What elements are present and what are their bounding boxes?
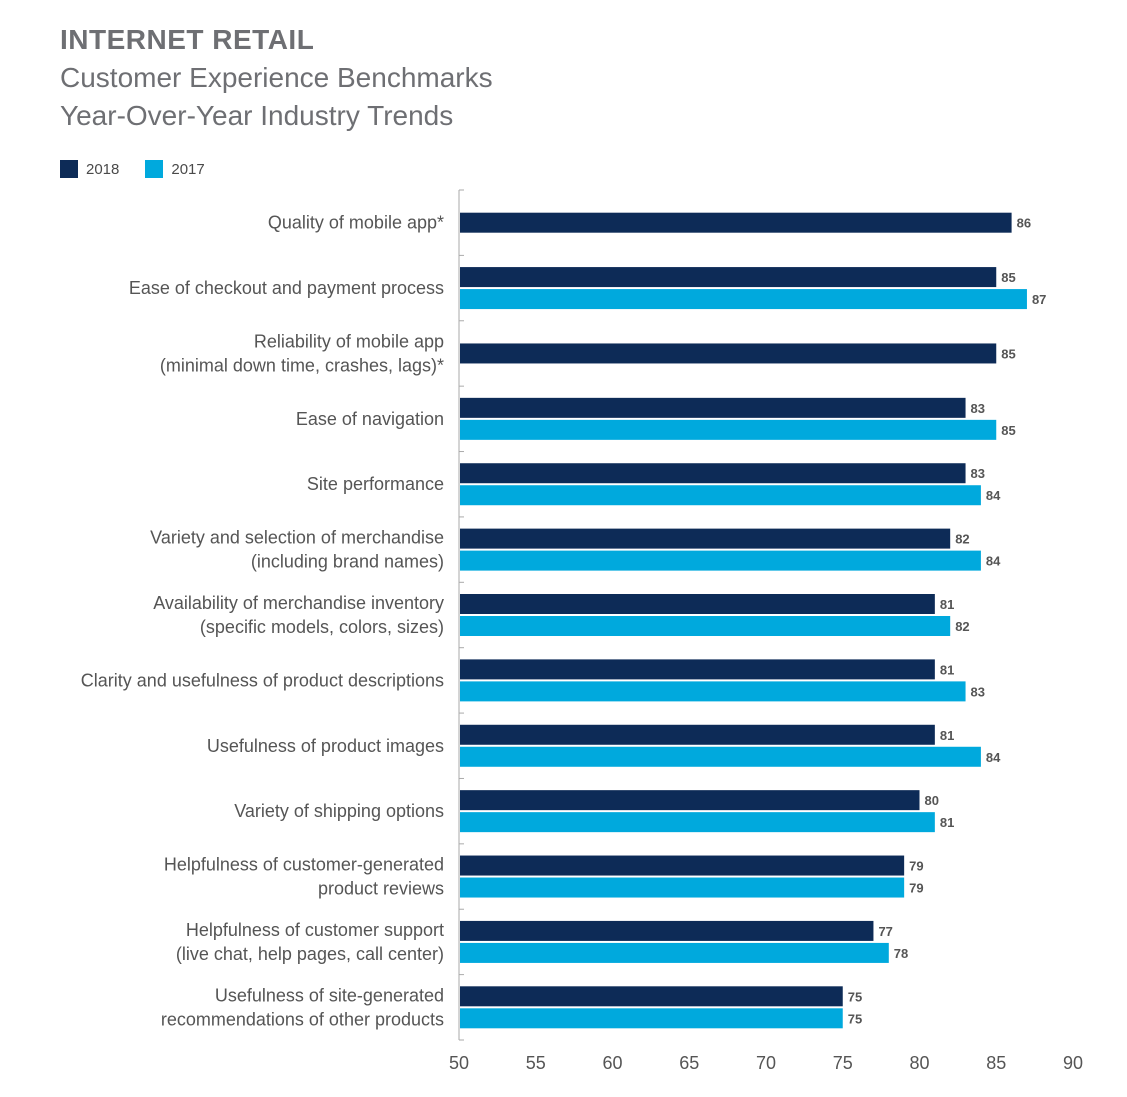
category-label-11-line-0: Helpfulness of customer support xyxy=(186,920,444,940)
data-label-2017-11: 78 xyxy=(894,946,908,961)
bar-2018-4 xyxy=(460,463,966,484)
category-label-10-line-1: product reviews xyxy=(318,879,444,899)
data-label-2018-7: 81 xyxy=(940,662,954,677)
data-label-2018-3: 83 xyxy=(971,401,985,416)
category-label-2-line-1: (minimal down time, crashes, lags)* xyxy=(160,355,444,375)
category-label-6-line-1: (specific models, colors, sizes) xyxy=(200,617,444,637)
bar-2018-8 xyxy=(460,724,935,745)
data-label-2018-11: 77 xyxy=(878,924,892,939)
bar-2018-6 xyxy=(460,594,935,614)
data-label-2017-5: 84 xyxy=(986,554,1001,569)
chart-title: INTERNET RETAIL xyxy=(60,24,315,55)
x-tick-label-65: 65 xyxy=(679,1053,699,1073)
bar-2017-12 xyxy=(460,1008,843,1029)
chart-subtitle-line-2: Year-Over-Year Industry Trends xyxy=(60,100,454,131)
category-label-1-line-0: Ease of checkout and payment process xyxy=(129,278,444,298)
bar-2018-7 xyxy=(460,659,935,680)
category-label-4-line-0: Site performance xyxy=(307,474,444,494)
category-label-11-line-1: (live chat, help pages, call center) xyxy=(176,944,444,964)
x-tick-label-60: 60 xyxy=(602,1053,622,1073)
data-label-2018-9: 80 xyxy=(925,793,939,808)
data-label-2017-10: 79 xyxy=(909,881,923,896)
bar-2018-3 xyxy=(460,397,966,418)
data-label-2017-8: 84 xyxy=(986,750,1001,765)
category-label-0-line-0: Quality of mobile app* xyxy=(268,213,444,233)
data-label-2018-5: 82 xyxy=(955,532,969,547)
category-label-12-line-0: Usefulness of site-generated xyxy=(215,985,444,1005)
bar-2017-1 xyxy=(460,289,1027,310)
category-label-5-line-0: Variety and selection of merchandise xyxy=(150,528,444,548)
chart-subtitle-line-1: Customer Experience Benchmarks xyxy=(60,62,493,93)
data-label-2018-0: 86 xyxy=(1017,216,1031,231)
category-label-8-line-0: Usefulness of product images xyxy=(207,736,444,756)
data-label-2018-10: 79 xyxy=(909,859,923,874)
bar-2017-3 xyxy=(460,419,997,440)
bar-2017-6 xyxy=(460,616,951,636)
data-label-2017-9: 81 xyxy=(940,815,954,830)
bar-2017-11 xyxy=(460,942,889,963)
data-label-2018-1: 85 xyxy=(1001,270,1015,285)
data-label-2018-6: 81 xyxy=(940,597,954,612)
x-tick-label-80: 80 xyxy=(909,1053,929,1073)
bar-2018-1 xyxy=(460,267,997,288)
category-label-10-line-0: Helpfulness of customer-generated xyxy=(164,855,444,875)
bar-2017-8 xyxy=(460,746,981,767)
legend-swatch-2018 xyxy=(60,160,78,178)
bar-2017-7 xyxy=(460,681,966,702)
data-label-2018-8: 81 xyxy=(940,728,954,743)
x-tick-label-50: 50 xyxy=(449,1053,469,1073)
bar-2017-5 xyxy=(460,550,981,571)
bar-2018-10 xyxy=(460,855,905,876)
chart-legend: 2018 2017 xyxy=(60,160,231,178)
bar-2017-9 xyxy=(460,812,935,833)
data-label-2017-3: 85 xyxy=(1001,423,1015,438)
data-label-2018-12: 75 xyxy=(848,989,862,1004)
legend-label-2018: 2018 xyxy=(86,160,120,178)
x-tick-label-85: 85 xyxy=(986,1053,1006,1073)
legend-label-2017: 2017 xyxy=(171,160,205,178)
bar-2018-0 xyxy=(460,212,1012,233)
x-tick-label-75: 75 xyxy=(833,1053,853,1073)
x-tick-label-55: 55 xyxy=(526,1053,546,1073)
x-tick-label-90: 90 xyxy=(1063,1053,1083,1073)
category-label-6-line-0: Availability of merchandise inventory xyxy=(153,593,444,613)
bar-2018-12 xyxy=(460,986,843,1007)
category-label-7-line-0: Clarity and usefulness of product descri… xyxy=(81,670,444,690)
data-label-2017-6: 82 xyxy=(955,619,969,634)
category-label-9-line-0: Variety of shipping options xyxy=(234,801,444,821)
legend-item-2017: 2017 xyxy=(145,160,205,178)
category-label-2-line-0: Reliability of mobile app xyxy=(254,331,444,351)
legend-item-2018: 2018 xyxy=(60,160,119,178)
data-label-2017-4: 84 xyxy=(986,488,1001,503)
category-label-5-line-1: (including brand names) xyxy=(251,552,444,572)
data-label-2017-7: 83 xyxy=(971,684,985,699)
data-label-2018-2: 85 xyxy=(1001,346,1015,361)
bar-2018-9 xyxy=(460,790,920,811)
bar-2017-10 xyxy=(460,877,905,898)
category-label-3-line-0: Ease of navigation xyxy=(296,409,444,429)
x-tick-label-70: 70 xyxy=(756,1053,776,1073)
data-label-2017-1: 87 xyxy=(1032,292,1046,307)
bar-2018-11 xyxy=(460,920,874,941)
bar-2018-5 xyxy=(460,528,951,549)
bar-2017-4 xyxy=(460,485,981,506)
bar-2018-2 xyxy=(460,343,997,364)
category-label-12-line-1: recommendations of other products xyxy=(161,1009,444,1029)
data-label-2018-4: 83 xyxy=(971,466,985,481)
legend-swatch-2017 xyxy=(145,160,164,178)
data-label-2017-12: 75 xyxy=(848,1011,862,1026)
